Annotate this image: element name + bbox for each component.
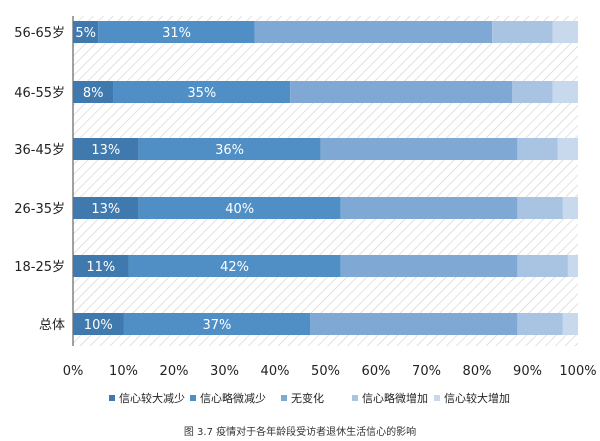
data-label: 13% xyxy=(91,202,120,217)
plot-background xyxy=(73,16,578,346)
bar-segment xyxy=(73,138,139,160)
legend-label: 无变化 xyxy=(291,391,324,405)
data-label: 5% xyxy=(75,26,96,41)
x-tick-label: 0% xyxy=(63,364,84,379)
legend-swatch xyxy=(434,395,440,401)
bar-segment xyxy=(567,255,578,277)
data-label: 37% xyxy=(202,318,231,333)
bar-segment xyxy=(340,197,518,219)
bar-segment xyxy=(320,138,518,160)
data-label: 40% xyxy=(225,202,254,217)
bar-segment xyxy=(73,255,129,277)
data-label: 31% xyxy=(162,26,191,41)
data-label: 10% xyxy=(84,318,113,333)
bar-segment xyxy=(138,138,321,160)
bar-segment xyxy=(562,313,578,335)
bar-segment xyxy=(123,313,311,335)
legend-swatch xyxy=(190,395,196,401)
bar-segment xyxy=(73,81,114,103)
category-label: 56-65岁 xyxy=(14,26,65,41)
bar-segment xyxy=(290,81,513,103)
legend: 信心较大减少 信心略微减少 无变化 信心略微增加 信心较大增加 xyxy=(109,391,510,405)
data-label: 11% xyxy=(86,260,115,275)
bar-segment xyxy=(517,313,563,335)
bar-segment xyxy=(310,313,518,335)
bar-segment xyxy=(73,21,99,43)
figure-caption: 图 3.7 疫情对于各年龄段受访者退休生活信心的影响 xyxy=(184,425,416,438)
legend-label: 信心较大减少 xyxy=(119,391,185,405)
bar-segment xyxy=(552,81,578,103)
legend-label: 信心略微增加 xyxy=(362,391,428,405)
bar-segment xyxy=(557,138,578,160)
bar-segment xyxy=(517,197,563,219)
bar-segment xyxy=(492,21,553,43)
legend-label: 信心略微减少 xyxy=(200,391,266,405)
data-label: 8% xyxy=(83,86,104,101)
bar-segment xyxy=(562,197,578,219)
data-label: 42% xyxy=(220,260,249,275)
x-tick-label: 40% xyxy=(261,364,290,379)
bar-segment xyxy=(98,21,255,43)
bar-segment xyxy=(552,21,578,43)
legend-swatch xyxy=(352,395,358,401)
category-label: 36-45岁 xyxy=(14,143,65,158)
x-tick-label: 50% xyxy=(311,364,340,379)
bar-segment xyxy=(254,21,493,43)
x-tick-label: 60% xyxy=(362,364,391,379)
category-label: 26-35岁 xyxy=(14,202,65,217)
data-label: 13% xyxy=(91,143,120,158)
x-tick-label: 20% xyxy=(160,364,189,379)
x-tick-label: 30% xyxy=(210,364,239,379)
bar-segment xyxy=(340,255,518,277)
x-tick-label: 80% xyxy=(463,364,492,379)
bar-segment xyxy=(73,197,139,219)
x-tick-label: 10% xyxy=(109,364,138,379)
data-label: 36% xyxy=(215,143,244,158)
x-tick-labels: 0% 10% 20% 30% 40% 50% 60% 70% 80% 90% 100% xyxy=(63,364,597,379)
bar-segment xyxy=(138,197,341,219)
legend-label: 信心较大增加 xyxy=(444,391,510,405)
bar-segment xyxy=(517,255,568,277)
x-tick-label: 100% xyxy=(559,364,596,379)
data-label: 35% xyxy=(187,86,216,101)
bar-segment xyxy=(73,313,124,335)
x-tick-label: 90% xyxy=(513,364,542,379)
x-tick-label: 70% xyxy=(412,364,441,379)
bar-segment xyxy=(517,138,558,160)
bar-segment xyxy=(113,81,291,103)
bar-segment xyxy=(512,81,553,103)
category-label: 46-55岁 xyxy=(14,86,65,101)
legend-swatch xyxy=(281,395,287,401)
category-label: 18-25岁 xyxy=(14,260,65,275)
bars-group: 5% 31% 8% 35% 13% 36% 13% 40% 11% 42% 10% 37% xyxy=(73,21,578,335)
category-label: 总体 xyxy=(39,318,65,333)
legend-swatch xyxy=(109,395,115,401)
bar-segment xyxy=(128,255,341,277)
